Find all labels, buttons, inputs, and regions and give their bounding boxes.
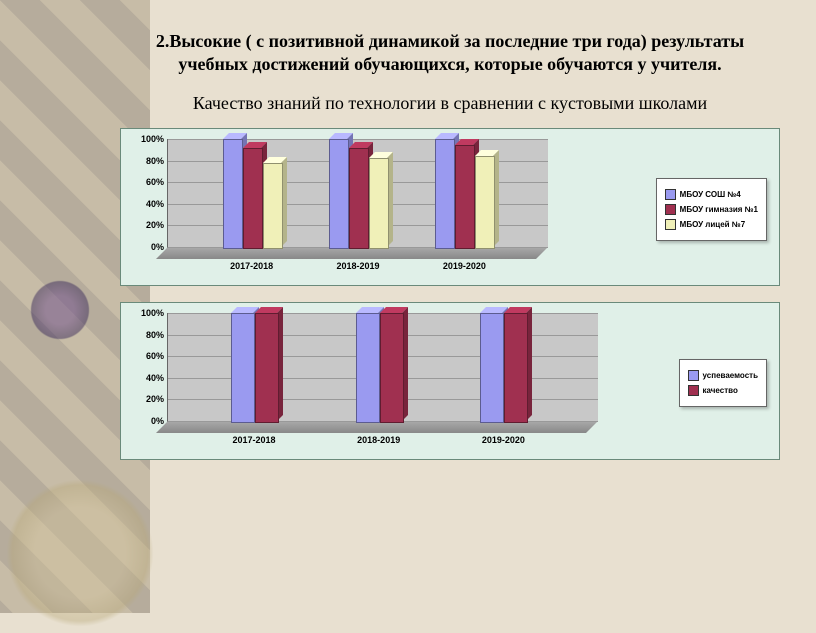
bar (329, 139, 347, 247)
y-tick-label: 20% (146, 394, 168, 404)
y-tick-label: 80% (146, 330, 168, 340)
bar (475, 156, 493, 247)
bar-group (223, 139, 281, 247)
bar-group (356, 313, 402, 421)
x-tick-label: 2019-2020 (482, 435, 525, 445)
bar (255, 313, 277, 421)
x-tick-label: 2017-2018 (232, 435, 275, 445)
y-tick-label: 40% (146, 199, 168, 209)
legend-item: МБОУ СОШ №4 (665, 189, 758, 200)
x-tick-label: 2017-2018 (230, 261, 273, 271)
legend-label: успеваемость (703, 371, 758, 380)
y-tick-label: 80% (146, 156, 168, 166)
bar (435, 139, 453, 247)
y-tick-label: 60% (146, 177, 168, 187)
legend-swatch (665, 189, 676, 200)
x-tick-label: 2018-2019 (336, 261, 379, 271)
y-tick-label: 20% (146, 220, 168, 230)
legend: успеваемость качество (679, 359, 767, 407)
y-tick-label: 0% (151, 416, 168, 426)
plot-area: 0%20%40%60%80%100%2017-20182018-20192019… (167, 313, 598, 422)
background-compass (0, 473, 160, 633)
legend-swatch (688, 370, 699, 381)
y-tick-label: 100% (141, 308, 168, 318)
chart-performance-quality: 0% 20% 40% 60% 80% 100% 2017-2018 2018-2019 2019… (120, 302, 780, 460)
bar (504, 313, 526, 421)
chart-quality-comparison: 0% 20% 40% 60% 80% 100% 2017-2018 2018-2019 2019… (120, 128, 780, 286)
y-tick-label: 40% (146, 373, 168, 383)
legend-item: успеваемость (688, 370, 758, 381)
x-tick-label: 2018-2019 (357, 435, 400, 445)
bar-group (480, 313, 526, 421)
legend-label: МБОУ СОШ №4 (680, 190, 741, 199)
bar (380, 313, 402, 421)
legend-label: качество (703, 386, 738, 395)
bar (243, 148, 261, 247)
bar (356, 313, 378, 421)
y-tick-label: 0% (151, 242, 168, 252)
bar (223, 139, 241, 247)
y-tick-label: 100% (141, 134, 168, 144)
bar (263, 163, 281, 247)
bar (455, 145, 473, 247)
legend-item: МБОУ гимназия №1 (665, 204, 758, 215)
legend-label: МБОУ гимназия №1 (680, 205, 758, 214)
bar-group (231, 313, 277, 421)
bar (480, 313, 502, 421)
slide-subtitle: Качество знаний по технологии в сравнени… (120, 93, 780, 114)
legend: МБОУ СОШ №4 МБОУ гимназия №1 МБОУ лицей №7 (656, 178, 767, 241)
legend-item: МБОУ лицей №7 (665, 219, 758, 230)
x-tick-label: 2019-2020 (443, 261, 486, 271)
y-tick-label: 60% (146, 351, 168, 361)
legend-item: качество (688, 385, 758, 396)
bar (369, 158, 387, 247)
bar-group (435, 139, 493, 247)
legend-swatch (665, 219, 676, 230)
bar (231, 313, 253, 421)
legend-label: МБОУ лицей №7 (680, 220, 746, 229)
slide-content: 2.Высокие ( с позитивной динамикой за по… (120, 30, 780, 476)
legend-swatch (665, 204, 676, 215)
slide-title: 2.Высокие ( с позитивной динамикой за по… (120, 30, 780, 75)
bar-group (329, 139, 387, 247)
legend-swatch (688, 385, 699, 396)
plot-area: 0%20%40%60%80%100%2017-20182018-20192019… (167, 139, 548, 248)
bar (349, 148, 367, 247)
